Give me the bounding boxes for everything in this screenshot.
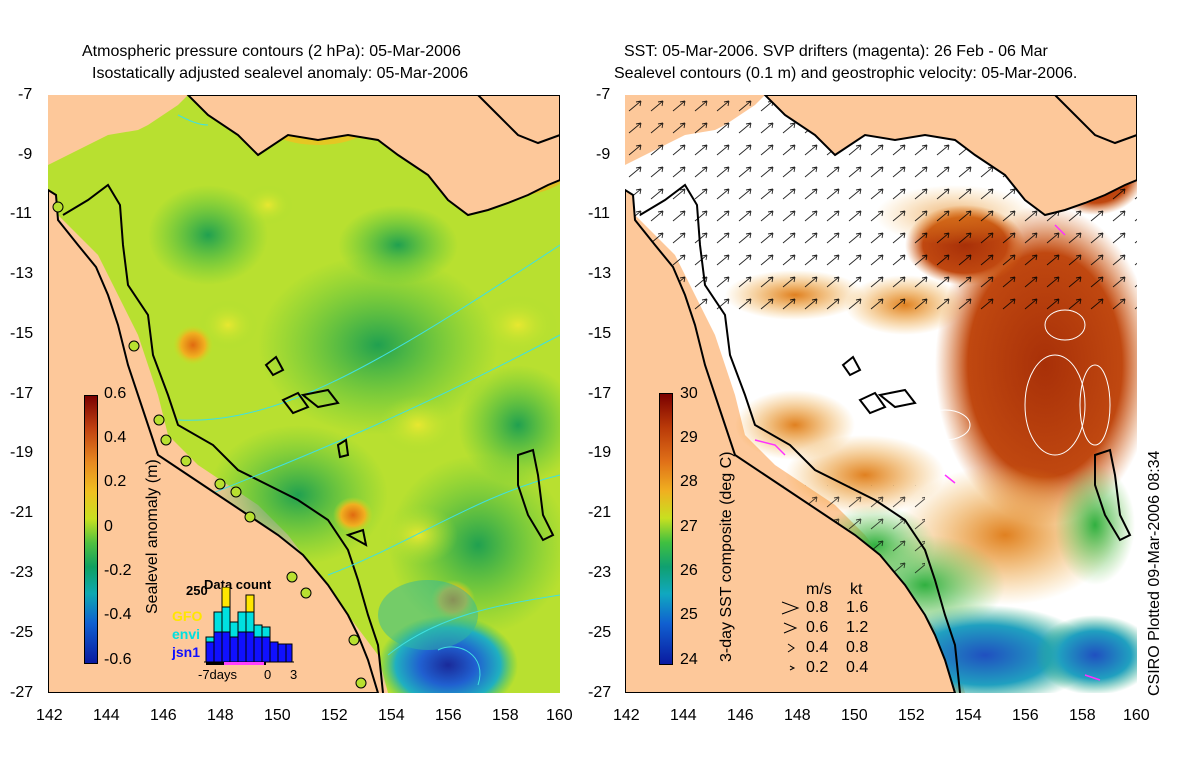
left-title-line2: Isostatically adjusted sealevel anomaly:… [92,65,469,82]
sealevel-map [48,95,560,693]
speed-legend-arrows [781,601,800,671]
data-count-x-label: -7days [198,667,238,682]
x-tick: 158 [1069,707,1096,724]
y-tick: -17 [10,385,34,402]
y-tick: -7 [18,86,33,103]
speed-legend-ms: 0.6 [806,619,829,636]
right-title-line2: Sealevel contours (0.1 m) and geostrophi… [614,65,1078,82]
sst-colorbar-tick: 27 [680,518,698,535]
data-count-inset: Data count 250 GFO envi jsn1 [160,575,300,685]
speed-legend-ms: 0.4 [806,639,829,656]
sst-colorbar-tick: 28 [680,473,698,490]
left-title-line1: Atmospheric pressure contours (2 hPa): 0… [82,43,461,60]
sealevel-colorbar-tick: -0.4 [104,606,132,623]
sst-colorbar-tick: 25 [680,606,698,623]
sat-envi-label: envi [172,626,201,642]
x-tick: 148 [784,707,811,724]
speed-legend-kt: 0.4 [846,659,869,676]
australia-coast [625,188,957,693]
sst-colorbar-tick: 30 [680,385,698,402]
speed-legend-ms: 0.2 [806,659,829,676]
sealevel-contours [784,309,1111,456]
speed-legend-header-kt: kt [850,581,863,598]
sat-jsn1-label: jsn1 [172,644,201,660]
sst-colorbar [659,393,673,665]
data-count-title: Data count [204,577,272,592]
data-count-histogram [204,587,294,665]
sst-colorbar-tick: 24 [680,651,698,668]
y-tick: -27 [10,684,34,701]
sealevel-colorbar [84,395,98,664]
x-tick: 146 [727,707,754,724]
x-tick: 160 [546,707,573,724]
x-tick: 152 [321,707,348,724]
y-tick: -21 [10,504,34,521]
sealevel-colorbar-tick: 0 [104,518,113,535]
x-tick: 154 [955,707,982,724]
sst-map [625,95,1137,693]
y-tick: -21 [588,504,612,521]
y-tick: -19 [10,444,34,461]
sealevel-colorbar-tick: -0.6 [104,651,132,668]
new-guinea-coast [186,95,560,217]
y-tick: -23 [10,564,34,581]
sst-colorbar-tick: 29 [680,429,698,446]
x-tick: 156 [1012,707,1039,724]
y-tick: -25 [10,624,34,641]
sst-map-panel [625,95,1137,693]
speed-legend-kt: 0.8 [846,639,869,656]
sst-colorbar-tick: 26 [680,562,698,579]
australia-coast [48,188,380,693]
y-tick: -7 [596,86,611,103]
x-tick: 150 [264,707,291,724]
y-tick: -15 [588,325,612,342]
x-tick: 158 [492,707,519,724]
data-count-ymax: 250 [186,583,208,598]
sealevel-map-panel [48,95,560,693]
x-tick: 150 [841,707,868,724]
data-count-x-label: 3 [290,667,298,682]
shelf-break-line [62,183,384,693]
sealevel-colorbar-tick: 0.4 [104,429,127,446]
x-tick: 152 [898,707,925,724]
x-tick: 146 [150,707,177,724]
y-tick: -27 [588,684,612,701]
sat-gfo-label: GFO [172,608,203,624]
speed-legend-kt: 1.6 [846,599,869,616]
y-tick: -13 [588,265,612,282]
data-count-x-label: 0 [264,667,272,682]
speed-legend: m/s kt 0.8 1.6 0.6 1.2 0.4 0.8 0.2 0.4 [780,580,890,680]
x-tick: 148 [207,707,234,724]
y-tick: -9 [596,146,611,163]
x-tick: 142 [36,707,63,724]
y-tick: -9 [18,146,33,163]
sst-colorbar-label: 3-day SST composite (deg C) [718,451,735,662]
speed-legend-kt: 1.2 [846,619,869,636]
x-tick: 154 [378,707,405,724]
y-tick: -13 [10,265,34,282]
new-guinea-coast [763,95,1137,217]
y-tick: -23 [588,564,612,581]
right-title-line1: SST: 05-Mar-2006. SVP drifters (magenta)… [624,43,1048,60]
y-tick: -15 [10,325,34,342]
y-tick: -11 [588,205,610,222]
sealevel-colorbar-tick: 0.2 [104,473,127,490]
x-tick: 142 [613,707,640,724]
plot-credit: CSIRO Plotted 09-Mar-2006 08:34 [1146,450,1163,696]
x-tick: 160 [1123,707,1150,724]
speed-legend-header-ms: m/s [806,581,832,598]
sealevel-colorbar-tick: 0.6 [104,385,127,402]
sealevel-colorbar-tick: -0.2 [104,562,132,579]
y-tick: -25 [588,624,612,641]
tide-gauge-markers [52,201,367,689]
y-tick: -19 [588,444,612,461]
x-tick: 144 [93,707,120,724]
x-tick: 156 [435,707,462,724]
y-tick: -11 [10,205,32,222]
speed-legend-ms: 0.8 [806,599,829,616]
y-tick: -17 [588,385,612,402]
x-tick: 144 [670,707,697,724]
reef-outlines [264,355,555,672]
